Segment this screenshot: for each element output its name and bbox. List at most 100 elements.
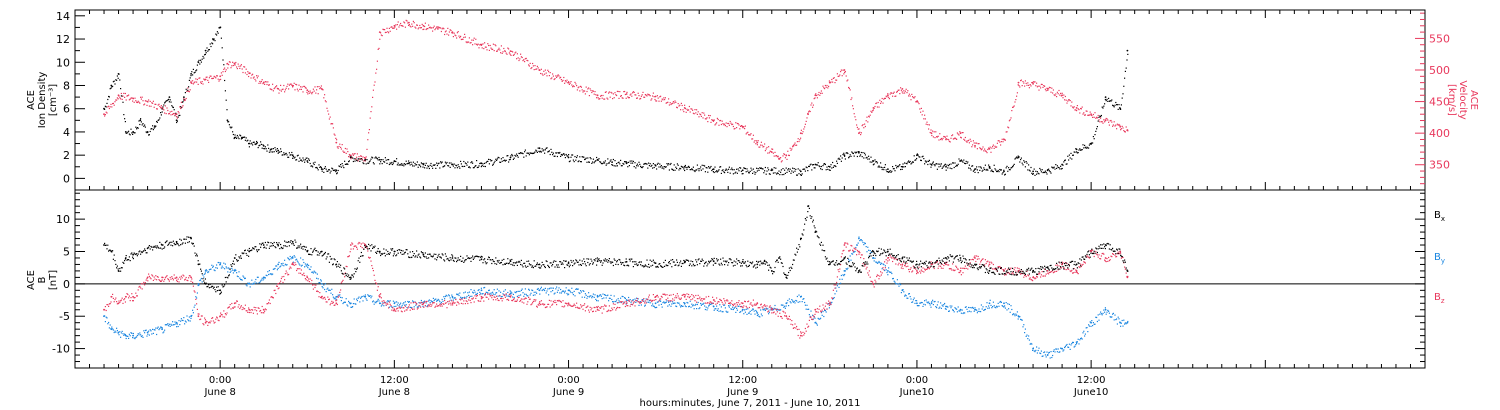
density-series-dot bbox=[156, 120, 158, 123]
velocity-series-dot bbox=[941, 139, 943, 141]
density-series-dot bbox=[587, 157, 589, 159]
bz-series-dot bbox=[675, 295, 677, 297]
by-series-dot bbox=[180, 318, 182, 320]
by-series-dot bbox=[276, 265, 278, 267]
density-series-dot bbox=[455, 164, 457, 166]
bz-series-dot bbox=[463, 300, 465, 302]
velocity-series-dot bbox=[138, 101, 140, 103]
bz-series-dot bbox=[579, 307, 581, 310]
velocity-series-dot bbox=[516, 58, 518, 60]
velocity-series-dot bbox=[775, 155, 777, 157]
by-series-dot bbox=[259, 281, 261, 283]
density-series-dot bbox=[437, 163, 439, 165]
by-series-dot bbox=[476, 293, 478, 295]
velocity-series-dot bbox=[694, 109, 696, 111]
bz-series-dot bbox=[730, 302, 732, 305]
velocity-series-dot bbox=[259, 80, 261, 83]
by-series-dot bbox=[603, 297, 605, 299]
by-series-dot bbox=[951, 305, 953, 307]
density-series-dot bbox=[473, 167, 475, 169]
velocity-series-dot bbox=[217, 78, 219, 80]
density-series-dot bbox=[524, 151, 526, 153]
bz-series-dot bbox=[275, 292, 277, 295]
density-series-dot bbox=[724, 169, 726, 171]
bz-series-dot bbox=[399, 306, 401, 308]
by-series-dot bbox=[676, 305, 678, 308]
density-series-dot bbox=[352, 160, 354, 163]
bz-series-dot bbox=[128, 295, 130, 297]
by-series-dot bbox=[439, 301, 441, 303]
velocity-series-dot bbox=[750, 133, 752, 135]
density-series-dot bbox=[713, 171, 715, 174]
by-series-dot bbox=[764, 309, 766, 311]
density-series-dot bbox=[892, 168, 894, 170]
velocity-series-dot bbox=[149, 100, 151, 102]
bz-series-dot bbox=[565, 302, 567, 304]
velocity-series-dot bbox=[228, 61, 230, 63]
bz-series-dot bbox=[664, 294, 666, 296]
bz-series-dot bbox=[208, 321, 210, 323]
velocity-series-point bbox=[1104, 119, 1107, 122]
density-series-dot bbox=[395, 160, 397, 163]
velocity-series-dot bbox=[129, 98, 131, 100]
by-series-dot bbox=[132, 337, 134, 339]
by-series-dot bbox=[523, 295, 525, 297]
velocity-series-point bbox=[807, 113, 809, 116]
velocity-series-dot bbox=[878, 106, 880, 108]
density-series-dot bbox=[852, 152, 854, 155]
velocity-series-dot bbox=[429, 26, 431, 28]
by-series-dot bbox=[115, 331, 117, 333]
by-series-dot bbox=[579, 292, 581, 295]
velocity-series-dot bbox=[953, 138, 955, 140]
by-series-dot bbox=[802, 298, 804, 300]
by-series-dot bbox=[1032, 349, 1034, 351]
by-series-dot bbox=[190, 317, 192, 319]
by-series-dot bbox=[1036, 352, 1038, 354]
density-series-dot bbox=[443, 165, 445, 167]
velocity-series-dot bbox=[479, 44, 481, 46]
velocity-series-dot bbox=[615, 94, 617, 96]
density-series-dot bbox=[1056, 165, 1058, 167]
bz-series-dense bbox=[104, 241, 1129, 339]
bz-series-dot bbox=[390, 305, 392, 307]
velocity-series-dot bbox=[908, 93, 910, 95]
velocity-series-dot bbox=[438, 26, 440, 28]
bz-series-dot bbox=[356, 246, 358, 248]
by-series-dot bbox=[159, 327, 161, 330]
density-series-dot bbox=[412, 165, 414, 167]
by-series-dot bbox=[420, 299, 422, 302]
bz-series-dot bbox=[273, 289, 275, 292]
bz-series-dot bbox=[672, 298, 674, 300]
velocity-series-dot bbox=[548, 75, 550, 77]
by-series-dot bbox=[328, 289, 330, 291]
density-series-dot bbox=[332, 168, 334, 170]
velocity-series-dot bbox=[545, 72, 547, 74]
velocity-series-dot bbox=[970, 140, 972, 142]
velocity-series-dot bbox=[735, 122, 737, 124]
bz-series-dot bbox=[416, 308, 418, 310]
density-series-dot bbox=[481, 165, 483, 167]
bz-series-dot bbox=[445, 302, 447, 304]
density-series-dot bbox=[736, 172, 738, 174]
by-series-dot bbox=[631, 303, 633, 305]
density-series-dot bbox=[360, 158, 362, 160]
density-series-dot bbox=[166, 100, 168, 102]
by-series-dot bbox=[1122, 325, 1124, 327]
bz-series-dot bbox=[468, 297, 470, 299]
density-series-dot bbox=[757, 168, 759, 170]
velocity-series-dot bbox=[942, 137, 944, 139]
by-series-dot bbox=[194, 304, 196, 306]
density-series-dot bbox=[520, 152, 522, 154]
density-series-dot bbox=[461, 165, 463, 167]
bz-series-dot bbox=[476, 294, 478, 297]
velocity-series-dot bbox=[613, 97, 615, 99]
density-series-dot bbox=[926, 160, 928, 162]
velocity-series-dot bbox=[483, 48, 485, 50]
density-series-dot bbox=[161, 111, 163, 113]
density-series-dot bbox=[924, 163, 926, 165]
velocity-series-point bbox=[422, 24, 425, 27]
by-series-dot bbox=[507, 291, 509, 294]
by-series-dot bbox=[192, 312, 194, 314]
density-series-dot bbox=[786, 171, 788, 173]
bz-series-dot bbox=[704, 298, 706, 300]
